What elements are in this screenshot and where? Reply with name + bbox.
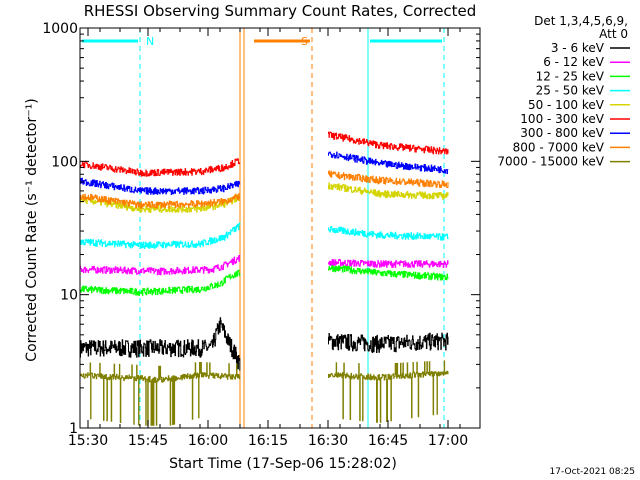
- y-axis: 1 10 100 1000: [42, 21, 480, 437]
- x-tick-label-3: 16:15: [248, 433, 288, 449]
- x-tick-label-1: 15:45: [128, 433, 168, 449]
- legend-label-7: 800 - 7000 keV: [513, 140, 605, 154]
- y-tick-label-3: 1000: [42, 21, 78, 37]
- y-tick-label-2: 100: [51, 154, 78, 170]
- x-tick-label-5: 16:45: [368, 433, 408, 449]
- x-tick-label-4: 16:30: [308, 433, 348, 449]
- series-1-post-trace: [328, 259, 449, 268]
- series-2-pre-trace: [80, 269, 241, 296]
- series-0-post-trace: [328, 332, 449, 353]
- series-4-post-trace: [328, 182, 449, 200]
- x-tick-label-0: 15:30: [68, 433, 108, 449]
- legend-label-0: 3 - 6 keV: [551, 41, 605, 55]
- series-5-pre-trace: [80, 158, 241, 177]
- x-tick-label-2: 16:00: [188, 433, 228, 449]
- legend-label-4: 50 - 100 keV: [528, 98, 605, 112]
- x-axis: 15:30 15:45 16:00 16:15 16:30 16:45 17:00: [68, 28, 481, 449]
- legend-label-6: 300 - 800 keV: [520, 126, 604, 140]
- series-3-pre-trace: [80, 222, 241, 249]
- series-8-pre-trace: [80, 362, 241, 426]
- series-1-pre-trace: [80, 255, 241, 276]
- series-0-pre-trace: [80, 317, 241, 371]
- chart-title: RHESSI Observing Summary Count Rates, Co…: [84, 2, 477, 20]
- legend-label-1: 6 - 12 keV: [543, 55, 605, 69]
- legend-header-line-1: Det 1,3,4,5,6,9,: [534, 14, 628, 28]
- y-axis-label: Corrected Count Rate (s⁻¹ detector⁻¹): [24, 98, 40, 361]
- y-tick-label-0: 1: [69, 421, 78, 437]
- series-8-post-trace: [328, 360, 449, 423]
- x-axis-label: Start Time (17-Sep-06 15:28:02): [169, 456, 397, 472]
- flag-label-n: N: [146, 35, 154, 48]
- series-2-post-trace: [328, 265, 449, 281]
- legend-label-3: 25 - 50 keV: [536, 84, 605, 98]
- series-6-pre-trace: [80, 177, 241, 195]
- y-tick-label-1: 10: [60, 288, 78, 304]
- series-3-post-trace: [328, 226, 449, 241]
- series-5-post-trace: [328, 131, 449, 155]
- legend-label-8: 7000 - 15000 keV: [497, 155, 604, 169]
- series-7-post-trace: [328, 170, 449, 188]
- legend-label-2: 12 - 25 keV: [536, 69, 605, 83]
- x-tick-label-6: 17:00: [428, 433, 468, 449]
- footer-timestamp: 17-Oct-2021 08:25: [550, 467, 635, 477]
- series-6-post-trace: [328, 151, 449, 174]
- flag-label-s: S: [301, 35, 308, 48]
- legend-header-line-2: Att 0: [599, 27, 628, 41]
- legend-label-5: 100 - 300 keV: [520, 112, 604, 126]
- series-7-pre-trace: [80, 193, 241, 209]
